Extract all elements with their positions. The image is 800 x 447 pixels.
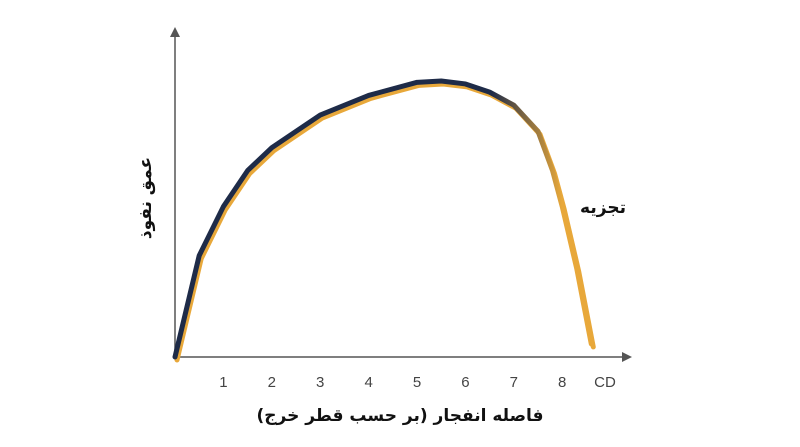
line	[172, 78, 594, 360]
x-tick-label: 2	[268, 374, 276, 391]
x-tick-label: 4	[364, 374, 372, 391]
x-tick-label: 8	[558, 374, 566, 391]
x-tick-label: 1	[219, 374, 227, 391]
annotation: تجزیه	[580, 198, 626, 218]
y-axis-arrow	[170, 27, 180, 37]
x-tick-label: 6	[461, 374, 469, 391]
y-axis-label: عمق نفوذ	[136, 157, 156, 239]
x-axis-label: فاصله انفجار (بر حسب قطر خرج)	[256, 406, 543, 426]
x-tick-label: 3	[316, 374, 324, 391]
x-tick-label: 7	[510, 374, 518, 391]
x-axis-arrow	[622, 352, 632, 362]
x-unit: CD	[594, 374, 616, 391]
x-tick-label: 5	[413, 374, 421, 391]
